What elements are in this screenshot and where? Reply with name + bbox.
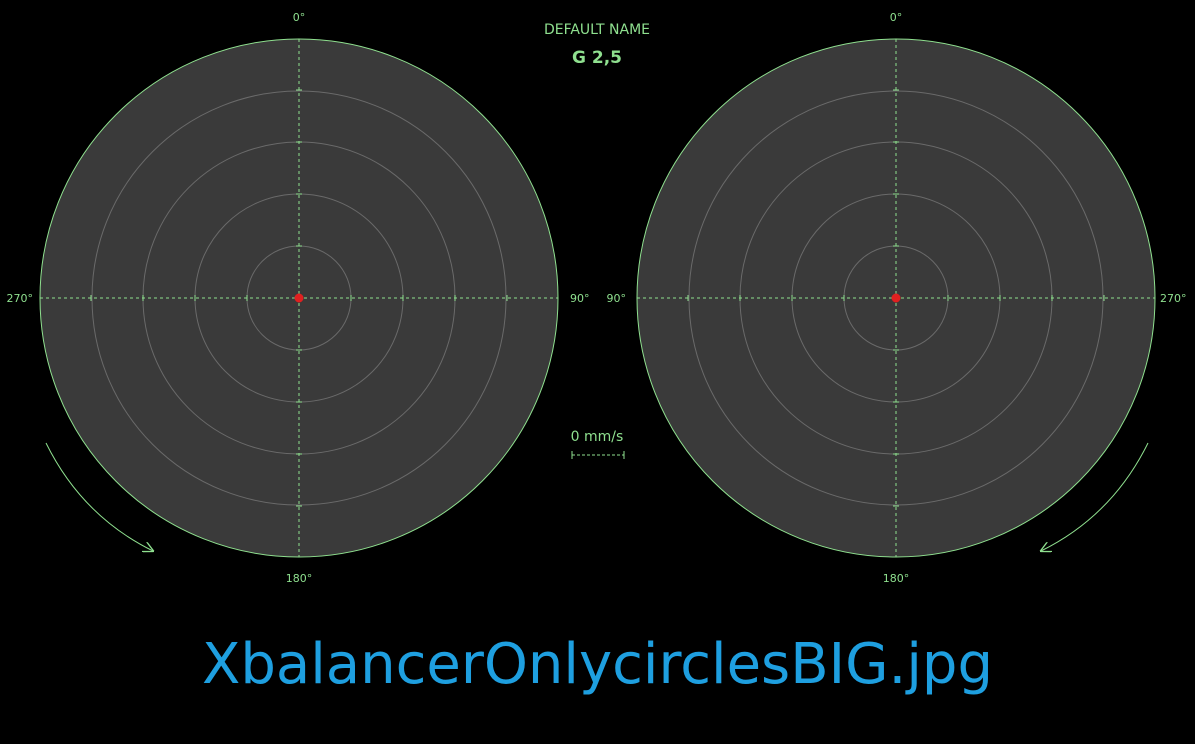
angle-label-right: 90°: [570, 292, 590, 305]
unbalance-marker: [294, 293, 304, 303]
unbalance-marker: [891, 293, 901, 303]
speed-scale-label: 0 mm/s: [571, 429, 624, 445]
angle-label-left: 270°: [7, 292, 34, 305]
angle-label-left: 90°: [607, 292, 627, 305]
angle-label-bottom: 180°: [286, 572, 313, 585]
angle-label-right: 270°: [1160, 292, 1187, 305]
angle-label-bottom: 180°: [883, 572, 910, 585]
tick-group: [90, 89, 508, 507]
angle-label-top: 0°: [293, 11, 306, 24]
polar-plot-right: 0° 270° 180° 90°: [607, 11, 1187, 585]
ring: [91, 90, 507, 506]
rotation-arrow-icon: [45, 442, 153, 551]
rotation-arrow-icon: [1041, 442, 1149, 551]
balance-grade: G 2,5: [572, 48, 622, 68]
speed-scale: 0 mm/s: [571, 429, 625, 459]
polar-plot-left: 0° 90° 180° 270°: [7, 11, 590, 585]
ring: [688, 90, 1104, 506]
angle-label-top: 0°: [890, 11, 903, 24]
tick-group: [687, 89, 1105, 507]
rotor-name: DEFAULT NAME: [544, 22, 650, 38]
image-caption: XbalancerOnlycirclesBIG.jpg: [201, 632, 994, 697]
